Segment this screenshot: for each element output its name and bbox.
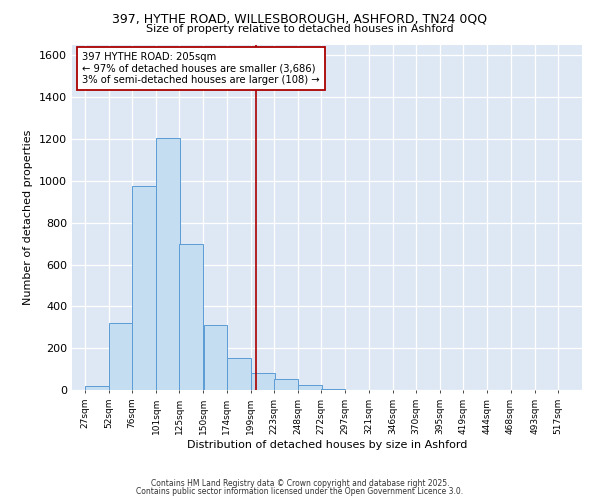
Bar	[109, 323, 133, 390]
Bar	[156, 138, 180, 390]
Bar	[203, 325, 227, 390]
Bar	[274, 378, 298, 390]
Text: 397, HYTHE ROAD, WILLESBOROUGH, ASHFORD, TN24 0QQ: 397, HYTHE ROAD, WILLESBOROUGH, ASHFORD,…	[112, 12, 488, 26]
Bar	[179, 244, 203, 390]
X-axis label: Distribution of detached houses by size in Ashford: Distribution of detached houses by size …	[187, 440, 467, 450]
Bar	[251, 374, 275, 390]
Text: Size of property relative to detached houses in Ashford: Size of property relative to detached ho…	[146, 24, 454, 34]
Text: 397 HYTHE ROAD: 205sqm
← 97% of detached houses are smaller (3,686)
3% of semi-d: 397 HYTHE ROAD: 205sqm ← 97% of detached…	[82, 52, 320, 85]
Bar	[298, 385, 322, 390]
Y-axis label: Number of detached properties: Number of detached properties	[23, 130, 34, 305]
Text: Contains HM Land Registry data © Crown copyright and database right 2025.: Contains HM Land Registry data © Crown c…	[151, 479, 449, 488]
Bar	[227, 358, 251, 390]
Bar	[85, 386, 109, 390]
Bar	[132, 186, 156, 390]
Text: Contains public sector information licensed under the Open Government Licence 3.: Contains public sector information licen…	[136, 486, 464, 496]
Bar	[322, 389, 345, 390]
